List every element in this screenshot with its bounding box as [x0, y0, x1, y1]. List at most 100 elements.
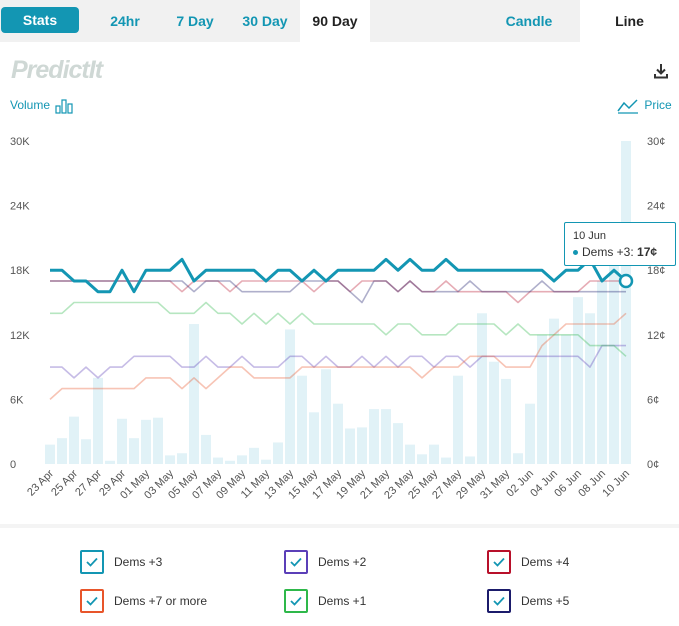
legend-checkbox[interactable] [487, 550, 511, 574]
price-toggle[interactable]: Price [617, 98, 672, 114]
highlight-point [618, 273, 634, 289]
tab-7-day[interactable]: 7 Day [176, 13, 214, 29]
tab-24hr[interactable]: 24hr [110, 13, 140, 29]
legend-checkbox[interactable] [284, 589, 308, 613]
volume-bar [333, 403, 343, 464]
right-axis-tick-label: 30¢ [647, 136, 665, 148]
right-axis-tick-label: 24¢ [647, 201, 665, 213]
series-line [49, 312, 627, 400]
volume-bar [165, 455, 175, 464]
legend-item[interactable]: Dems +2 [284, 550, 464, 574]
volume-bar [381, 409, 391, 464]
left-axis-tick-label: 6K [10, 394, 24, 406]
checkmark-icon [290, 557, 302, 567]
series-line [50, 344, 626, 379]
volume-bar [81, 439, 91, 464]
volume-bar [465, 456, 475, 464]
series-line [50, 257, 628, 294]
bar-chart-icon [55, 99, 73, 114]
tab-candle[interactable]: Candle [505, 13, 553, 29]
price-label: Price [644, 98, 672, 113]
checkmark-icon [493, 557, 505, 567]
range-tab-bar: Stats 24hr 7 Day 30 Day 90 Day Candle Li… [0, 0, 679, 42]
legend-item[interactable]: Dems +4 [487, 550, 667, 574]
legend-checkbox[interactable] [487, 589, 511, 613]
right-axis-tick-label: 12¢ [647, 330, 665, 342]
line-chart-icon [617, 99, 638, 114]
volume-bar [549, 318, 559, 464]
volume-toggle[interactable]: Volume [10, 98, 75, 114]
volume-bar [489, 361, 499, 464]
volume-bar [309, 412, 319, 464]
right-axis-tick-label: 0¢ [647, 459, 659, 471]
series-line [50, 301, 627, 357]
legend-label: Dems +3 [114, 555, 163, 569]
volume-bar [405, 444, 415, 464]
volume-bar [537, 334, 547, 464]
volume-bar [57, 438, 67, 464]
volume-bar [225, 460, 235, 464]
tooltip-row: Dems +3: 17¢ [573, 245, 675, 259]
legend-checkbox[interactable] [80, 550, 104, 574]
volume-bar [153, 417, 163, 464]
legend-item[interactable]: Dems +5 [487, 589, 667, 613]
volume-bar [69, 416, 79, 464]
volume-bar [561, 334, 571, 464]
right-axis-tick-label: 6¢ [647, 394, 659, 406]
volume-bar [477, 313, 487, 464]
volume-label: Volume [10, 98, 51, 113]
legend-checkbox[interactable] [80, 589, 104, 613]
volume-bar [345, 428, 355, 464]
x-axis-tick-label: 10 Jun [600, 468, 632, 500]
legend-item[interactable]: Dems +3 [80, 550, 260, 574]
volume-bar [609, 259, 619, 464]
volume-bar [417, 454, 427, 464]
checkmark-icon [86, 557, 98, 567]
volume-bar [501, 378, 511, 464]
volume-bar [249, 447, 259, 464]
legend-checkbox[interactable] [284, 550, 308, 574]
volume-bar [105, 460, 115, 464]
download-icon[interactable] [652, 62, 670, 80]
legend-label: Dems +4 [521, 555, 570, 569]
right-axis-tick-label: 18¢ [647, 265, 665, 277]
volume-bar [129, 438, 139, 464]
legend-item[interactable]: Dems +7 or more [80, 589, 260, 613]
volume-bar [441, 457, 451, 464]
checkmark-icon [86, 596, 98, 606]
tab-bar-right-bg [370, 0, 580, 42]
volume-bar [357, 427, 367, 464]
tab-30-day[interactable]: 30 Day [242, 13, 288, 29]
volume-bar [513, 453, 523, 464]
volume-bar [429, 444, 439, 464]
stats-button[interactable]: Stats [1, 7, 79, 33]
volume-bar [453, 375, 463, 464]
volume-bar [177, 453, 187, 464]
volume-bar [45, 444, 55, 464]
volume-bar [93, 377, 103, 464]
volume-bar [297, 375, 307, 464]
legend-label: Dems +2 [318, 555, 367, 569]
left-axis-tick-label: 12K [10, 330, 30, 342]
chart-tooltip: 10 Jun Dems +3: 17¢ [564, 222, 676, 266]
section-divider [0, 524, 679, 528]
volume-bar [141, 419, 151, 464]
volume-bar [213, 457, 223, 464]
volume-bar [621, 141, 631, 464]
volume-bar [369, 409, 379, 464]
checkmark-icon [493, 596, 505, 606]
left-axis-tick-label: 0 [10, 459, 16, 471]
predictit-logo: PredictIt [11, 56, 103, 84]
legend-item[interactable]: Dems +1 [284, 589, 464, 613]
tab-90-day[interactable]: 90 Day [300, 0, 370, 42]
tooltip-value: 17¢ [637, 245, 658, 259]
series-line [50, 280, 626, 304]
tab-line[interactable]: Line [580, 0, 679, 42]
volume-bar [573, 297, 583, 464]
volume-bar [597, 280, 607, 464]
legend-label: Dems +5 [521, 594, 570, 608]
volume-bar [393, 423, 403, 464]
left-axis-tick-label: 30K [10, 136, 30, 148]
legend-label: Dems +1 [318, 594, 367, 608]
